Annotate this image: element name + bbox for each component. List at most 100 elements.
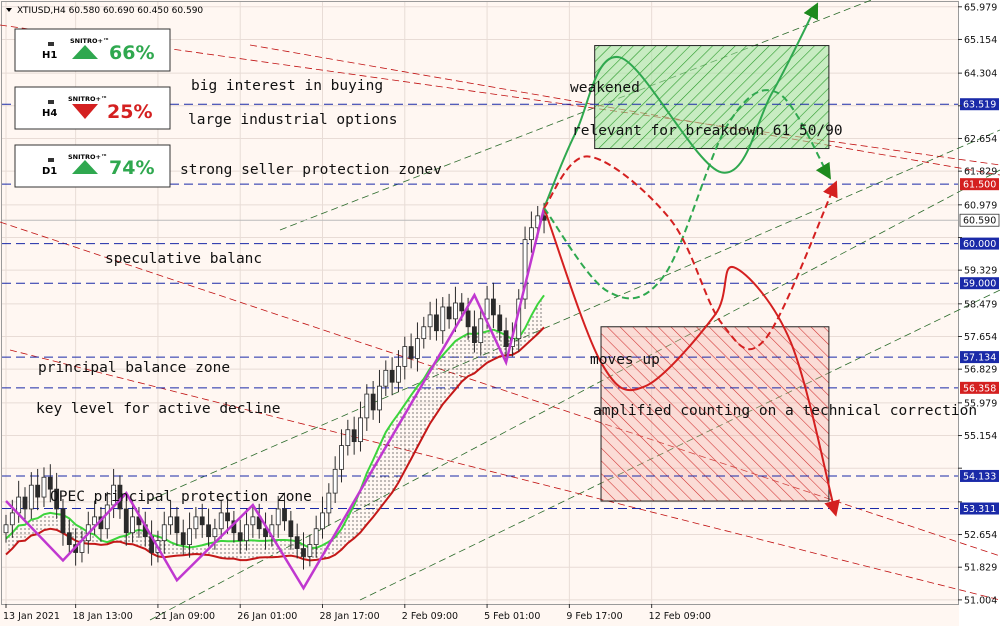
panel-timeframe: H4 [42,108,57,119]
annotation-opec: OPEC principal protection zone [50,489,312,505]
signal-panel-d1[interactable]: D1 SNITRO+™ 74% [14,144,171,188]
price-axis: 63.519 61.500 60.000 59.000 57.134 56.358 54.1… [958,2,1000,606]
candle-body [294,536,300,549]
arrow-up-icon [72,45,98,59]
candle-body [396,365,401,383]
annotation-weakened: weakened [570,80,640,96]
candles [3,202,547,570]
candle-body [282,508,287,522]
current-price-label: 60.590 [963,216,996,227]
candle-body [263,528,268,538]
x-tick-label: 26 Jan 01:00 [237,611,297,622]
candle-body [16,496,22,514]
annotation-large-industrial: large industrial options [188,112,398,128]
y-tick-label: 57.654 [964,332,997,343]
price-level-tag [960,237,999,250]
panel-percent: 74% [109,157,154,179]
candle-body [332,468,338,494]
candle-body [47,476,53,490]
candle-body [383,369,389,387]
candle-body [491,298,496,316]
candle-body [199,516,205,526]
candle-body [320,512,325,530]
candle-body [66,532,72,545]
candle-body [446,306,452,320]
signal-panel-h1[interactable]: H1 SNITRO+™ 66% [14,28,171,72]
candle-body [497,314,503,332]
candle-body [307,544,313,557]
candle-body [92,516,98,526]
candle-body [3,524,9,534]
candle-body [180,532,186,545]
arrow-up-icon [72,160,98,174]
candle-body [478,318,484,344]
x-tick-label: 2 Feb 09:00 [402,611,458,622]
candle-body [123,508,129,534]
symbol-header: XTIUSD,H4 60.580 60.690 60.450 60.590 [6,6,203,16]
panel-brand: SNITRO+™ [70,37,109,45]
forecast-paths [543,2,840,517]
candle-body [522,239,528,300]
y-tick-label: 55.154 [964,431,997,442]
trend-line [9,349,1000,601]
x-tick-label: 13 Jan 2021 [3,611,60,622]
candle-body [370,393,376,411]
zigzag-indicator [5,207,546,591]
candle-body [35,484,41,498]
candle-body [244,524,249,542]
panel-percent: 25% [107,101,152,123]
header-triangle-icon [6,8,12,12]
price-level-label: 56.358 [963,383,996,394]
candle-body [408,346,414,359]
candle-body [212,528,218,538]
panel-percent: 66% [109,42,154,64]
annotation-principal-balance: principal balance zone [38,360,230,376]
y-tick-label: 52.654 [964,530,997,541]
price-level-label: 54.133 [963,471,996,482]
candle-body [288,520,294,538]
x-tick-label: 18 Jan 13:00 [73,611,133,622]
annotation-amplified: amplified counting on a technical correc… [593,403,977,419]
candle-body [161,524,167,542]
candle-body [459,302,465,312]
candle-body [427,314,433,328]
signal-panel-h4[interactable]: H4 SNITRO+™ 25% [14,86,171,130]
y-tick-label: 65.154 [964,35,997,46]
price-level-tag [960,277,999,290]
plot-frame [1,1,959,605]
candle-body [313,528,319,545]
candle-body [218,512,224,530]
candle-body [358,417,363,443]
candle-body [54,488,60,510]
price-level-tag [960,381,999,394]
price-level-tag [960,469,999,482]
price-level-label: 61.500 [963,180,996,191]
y-tick-label: 65.979 [964,2,997,13]
candle-body [130,516,136,534]
candle-body [351,429,357,443]
channel-line [149,129,1000,501]
zigzag-line [5,207,546,591]
candle-body [174,516,180,534]
candle-body [237,532,243,542]
x-tick-label: 9 Feb 17:00 [566,611,622,622]
price-level-label: 60.000 [963,239,996,250]
y-tick-label: 64.304 [964,69,997,80]
x-tick-label: 21 Jan 09:00 [155,611,215,622]
candle-body [453,302,458,320]
arrow-down-icon [72,104,98,119]
y-tick-label: 56.829 [964,365,997,376]
candle-body [275,508,281,526]
panel-timeframe: H1 [42,50,57,61]
candle-body [440,306,446,332]
candle-body [389,369,395,383]
candle-body [301,548,306,557]
x-tick-label: 12 Feb 09:00 [649,611,711,622]
annotation-relevant-breakdown: relevant for breakdown 61 50/90 [572,123,843,139]
price-level-label: 59.000 [963,279,996,290]
price-level-label: 53.311 [963,504,996,515]
candle-body [345,429,351,446]
candle-body [28,484,34,510]
cloud-red-line [5,326,545,562]
